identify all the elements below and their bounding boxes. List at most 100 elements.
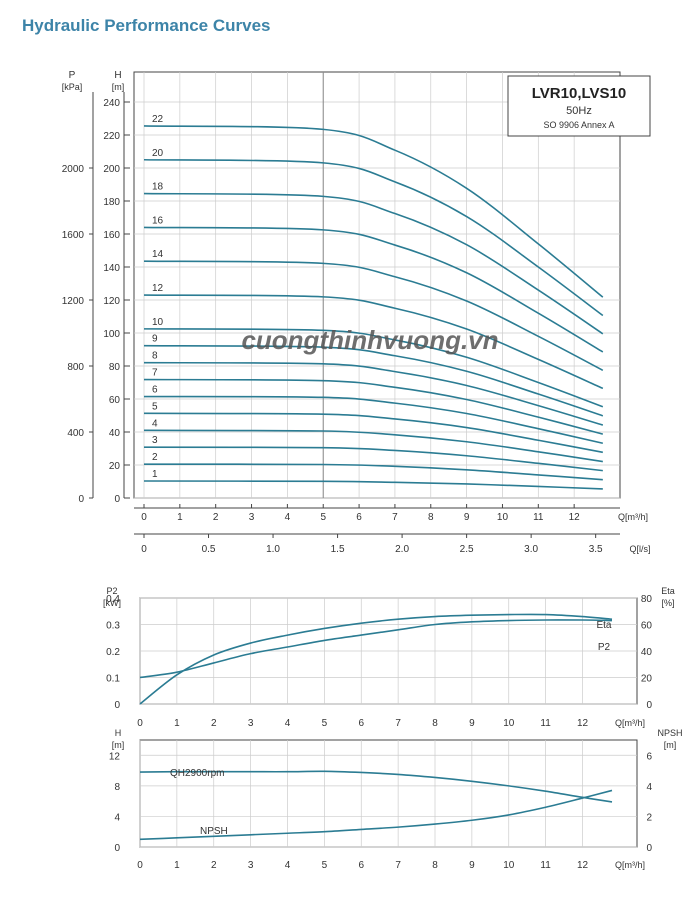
npsh-tick-label: 0 <box>646 843 652 854</box>
npsh-curve <box>139 789 613 841</box>
npsh-x-tick-label: 6 <box>358 860 364 871</box>
stage-label: 10 <box>152 317 164 328</box>
head-curve <box>143 125 604 298</box>
eta-tick-label: 40 <box>641 647 653 658</box>
eta-tick-label: 60 <box>641 621 653 632</box>
stage-label: 4 <box>152 418 158 429</box>
h-tick-label: 140 <box>103 263 120 274</box>
power-x-tick-label: 1 <box>174 718 180 729</box>
p2-axis-label: P2 <box>106 586 117 596</box>
h-tick-label: 20 <box>109 461 121 472</box>
npsh-curve-label: NPSH <box>200 826 228 837</box>
npsh-x-unit: Q[m³/h] <box>615 860 645 870</box>
npsh-x-tick-label: 1 <box>174 860 180 871</box>
head-curve <box>143 260 604 371</box>
h-tick-label: 40 <box>109 428 121 439</box>
p-tick-label: 0 <box>78 494 84 505</box>
x-axis-unit: Q[m³/h] <box>618 512 648 522</box>
h-tick-label: 60 <box>109 395 121 406</box>
p2-curve <box>139 619 613 679</box>
npsh-x-tick-label: 10 <box>503 860 515 871</box>
stage-label: 22 <box>152 114 164 125</box>
p2-curve-label: P2 <box>598 642 611 653</box>
legend-title: LVR10,LVS10 <box>532 85 626 102</box>
stage-label: 2 <box>152 452 158 463</box>
eta-tick-label: 20 <box>641 674 653 685</box>
head-curve <box>143 192 604 335</box>
p2-axis-unit: [kW] <box>103 598 121 608</box>
x-tick-label: 12 <box>569 512 581 523</box>
x-tick-label: 2 <box>213 512 219 523</box>
eta-curve-label: Eta <box>596 620 611 631</box>
head-curve <box>143 344 604 417</box>
head-curve <box>143 226 604 353</box>
qh-tick-label: 12 <box>109 751 121 762</box>
qh-tick-label: 8 <box>114 782 120 793</box>
head-curve <box>143 480 603 490</box>
npsh-axis-unit: [m] <box>664 740 677 750</box>
x-tick-label: 0 <box>141 512 147 523</box>
npsh-tick-label: 2 <box>646 812 652 823</box>
p2-tick-label: 0.3 <box>106 621 120 632</box>
x-tick-label: 1 <box>177 512 183 523</box>
x-tick-label: 10 <box>497 512 509 523</box>
eta-tick-label: 0 <box>646 700 652 711</box>
power-x-tick-label: 10 <box>503 718 515 729</box>
p-axis-unit: [kPa] <box>62 82 83 92</box>
p-tick-label: 1200 <box>62 296 85 307</box>
stage-label: 3 <box>152 435 158 446</box>
p-tick-label: 800 <box>67 362 84 373</box>
head-curve <box>143 361 604 426</box>
power-x-tick-label: 4 <box>285 718 291 729</box>
x-tick-label: 11 <box>533 512 544 523</box>
x2-tick-label: 1.0 <box>266 544 280 555</box>
head-curve <box>143 429 603 463</box>
h-tick-label: 100 <box>103 329 120 340</box>
stage-label: 12 <box>152 283 164 294</box>
x-tick-label: 7 <box>392 512 398 523</box>
x2-tick-label: 2.0 <box>395 544 409 555</box>
stage-label: 20 <box>152 148 164 159</box>
p2-tick-label: 0.2 <box>106 647 120 658</box>
x-tick-label: 9 <box>464 512 470 523</box>
x2-tick-label: 1.5 <box>331 544 345 555</box>
stage-label: 7 <box>152 368 158 379</box>
head-curve <box>143 446 603 472</box>
stage-label: 14 <box>152 249 164 260</box>
p2-tick-label: 0 <box>114 700 120 711</box>
p-tick-label: 1600 <box>62 230 85 241</box>
npsh-tick-label: 6 <box>646 751 652 762</box>
qh-tick-label: 4 <box>114 812 120 823</box>
power-x-tick-label: 7 <box>395 718 401 729</box>
power-x-tick-label: 5 <box>322 718 328 729</box>
power-x-tick-label: 12 <box>577 718 589 729</box>
x2-tick-label: 3.0 <box>524 544 538 555</box>
power-x-tick-label: 9 <box>469 718 475 729</box>
power-x-tick-label: 0 <box>137 718 143 729</box>
stage-label: 8 <box>152 351 158 362</box>
npsh-x-tick-label: 12 <box>577 860 589 871</box>
npsh-x-tick-label: 7 <box>395 860 401 871</box>
eta-curve <box>139 613 613 705</box>
p-tick-label: 400 <box>67 428 84 439</box>
h-tick-label: 0 <box>114 494 120 505</box>
qh-curve-label: QH2900rpm <box>170 768 224 779</box>
npsh-x-tick-label: 8 <box>432 860 438 871</box>
eta-axis-label: Eta <box>661 586 675 596</box>
watermark-text: cuongthinhvuong.vn <box>241 325 498 355</box>
head-curve <box>143 294 604 390</box>
legend-box <box>507 75 651 137</box>
qh-curve <box>139 770 613 803</box>
x-tick-label: 5 <box>320 512 326 523</box>
power-x-tick-label: 3 <box>248 718 254 729</box>
x-tick-label: 6 <box>356 512 362 523</box>
head-curve <box>143 395 604 445</box>
h-tick-label: 80 <box>109 362 121 373</box>
npsh-x-tick-label: 9 <box>469 860 475 871</box>
npsh-x-tick-label: 0 <box>137 860 143 871</box>
stage-label: 6 <box>152 385 158 396</box>
power-x-unit: Q[m³/h] <box>615 718 645 728</box>
x2-tick-label: 2.5 <box>460 544 474 555</box>
power-x-tick-label: 8 <box>432 718 438 729</box>
x2-tick-label: 0.5 <box>202 544 216 555</box>
